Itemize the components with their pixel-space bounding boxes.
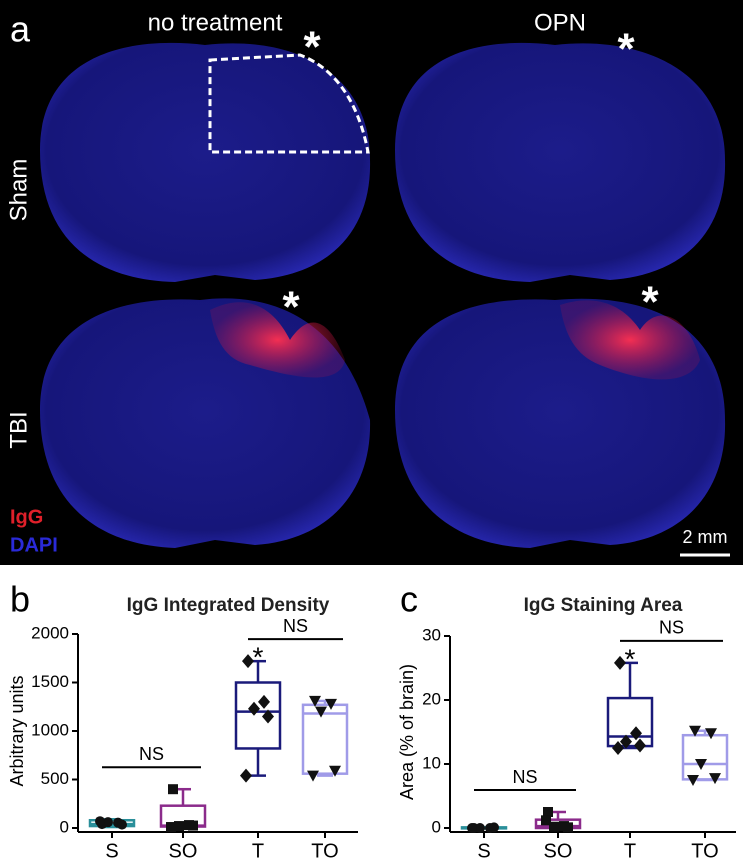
data-point <box>248 701 260 716</box>
data-point <box>95 816 105 827</box>
x-tick-label: TO <box>691 840 718 862</box>
y-tick-label: 0 <box>432 817 441 836</box>
panel-label: c <box>400 579 418 620</box>
data-point <box>309 695 321 707</box>
y-tick-label: 30 <box>422 625 441 644</box>
data-point <box>242 654 254 669</box>
asterisk: * <box>617 25 635 74</box>
data-point <box>630 726 642 741</box>
data-point <box>543 807 553 817</box>
data-point <box>315 706 327 718</box>
significance-marker: * <box>625 643 636 674</box>
asterisk: * <box>303 23 321 72</box>
y-tick-label: 10 <box>422 753 441 772</box>
y-axis-label: Area (% of brain) <box>397 664 417 800</box>
data-point <box>549 821 559 832</box>
box <box>301 703 349 775</box>
data-point <box>563 822 573 833</box>
data-point <box>695 759 707 770</box>
y-tick-label: 1000 <box>31 720 69 739</box>
significance-label: NS <box>283 616 308 636</box>
column-label: no treatment <box>148 9 283 36</box>
data-point <box>103 817 113 828</box>
data-point <box>168 784 178 795</box>
row-label: TBI <box>5 411 32 448</box>
x-tick-label: SO <box>544 840 573 862</box>
significance-label: NS <box>139 744 164 764</box>
y-tick-label: 1500 <box>31 672 69 691</box>
significance-label: NS <box>512 767 537 787</box>
y-tick-label: 2000 <box>31 623 69 642</box>
row-label: Sham <box>5 159 32 222</box>
data-point <box>612 741 624 755</box>
x-tick-label: SO <box>169 840 198 862</box>
asterisk: * <box>282 283 300 332</box>
data-point <box>705 728 717 740</box>
y-tick-label: 20 <box>422 689 441 708</box>
data-point <box>329 765 341 777</box>
data-point <box>709 773 721 785</box>
x-tick-label: TO <box>311 840 338 862</box>
data-point <box>166 822 176 833</box>
x-tick-label: S <box>105 840 118 862</box>
data-point <box>240 768 252 783</box>
data-point <box>325 698 337 710</box>
panel-label: b <box>10 579 30 620</box>
panel-label: a <box>10 9 31 50</box>
asterisk: * <box>641 278 659 327</box>
y-tick-label: 500 <box>41 769 69 788</box>
chart-title: IgG Staining Area <box>524 595 683 616</box>
data-point <box>541 815 551 826</box>
brain-sections <box>40 42 730 557</box>
column-label: OPN <box>534 9 586 36</box>
data-point <box>307 770 319 782</box>
data-point <box>687 775 699 786</box>
box <box>234 681 282 750</box>
data-point <box>689 725 701 737</box>
scale-bar-label: 2 mm <box>683 527 728 547</box>
data-point <box>188 820 198 831</box>
data-point <box>489 822 499 833</box>
data-point <box>258 694 270 709</box>
data-point <box>634 738 646 753</box>
significance-marker: * <box>253 642 264 673</box>
x-tick-label: S <box>477 840 490 862</box>
data-point <box>117 819 127 830</box>
y-axis-label: Arbitrary units <box>7 675 27 786</box>
significance-label: NS <box>659 618 684 638</box>
data-point <box>467 823 477 833</box>
legend-entry: IgG <box>10 506 43 528</box>
x-tick-label: T <box>252 840 264 862</box>
legend-entry: DAPI <box>10 534 58 556</box>
data-point <box>614 655 626 670</box>
data-point <box>262 709 274 724</box>
data-point <box>620 734 632 749</box>
data-point <box>475 823 485 833</box>
data-point <box>174 821 184 832</box>
box <box>606 696 654 748</box>
y-tick-label: 0 <box>60 817 69 836</box>
x-tick-label: T <box>624 840 636 862</box>
box <box>681 733 729 781</box>
chart-title: IgG Integrated Density <box>127 595 330 616</box>
